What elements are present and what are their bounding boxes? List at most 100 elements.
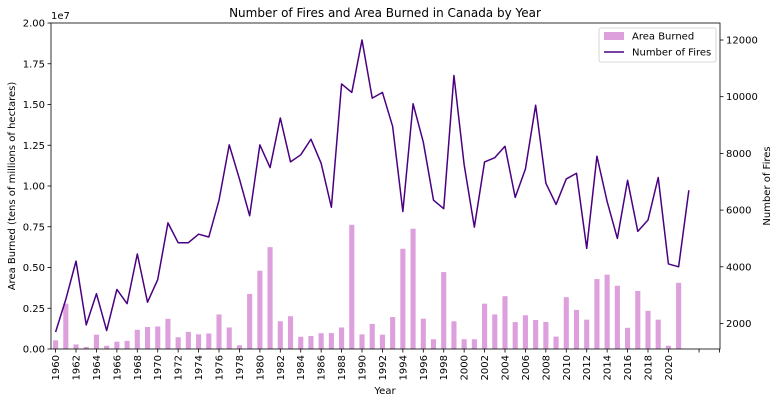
right-tick-label: 6000 xyxy=(726,206,751,217)
area-bar xyxy=(349,224,355,349)
area-bar xyxy=(144,327,151,349)
area-bar xyxy=(318,333,324,349)
area-bar xyxy=(226,327,232,349)
x-tick-label: 2012 xyxy=(582,355,593,380)
area-bar xyxy=(277,321,283,349)
left-tick-label: 1.00 xyxy=(23,182,45,193)
left-tick-label: 2.00 xyxy=(23,19,45,30)
left-tick-label: 0.50 xyxy=(23,263,45,274)
legend-box xyxy=(598,27,717,63)
area-bar xyxy=(236,345,242,349)
area-bar xyxy=(543,321,549,349)
x-tick-label: 1972 xyxy=(174,355,185,380)
area-bar xyxy=(175,337,181,349)
area-bar xyxy=(573,309,580,349)
area-bar xyxy=(430,339,437,349)
right-axis-ticks: 2000 4000 6000 8000 10000 12000 xyxy=(720,36,758,330)
legend-entry-label: Number of Fires xyxy=(632,48,711,59)
area-bar xyxy=(614,285,620,349)
area-bar xyxy=(492,314,498,349)
area-bar xyxy=(155,326,161,349)
fires-series-line xyxy=(54,39,690,333)
right-tick-label: 2000 xyxy=(726,319,751,330)
area-bar xyxy=(553,336,559,349)
left-tick-label: 1.50 xyxy=(23,100,45,111)
x-tick-label: 1962 xyxy=(72,355,83,380)
area-bar xyxy=(206,333,212,349)
area-bar xyxy=(400,248,406,349)
left-tick-label: 1.75 xyxy=(23,59,45,70)
x-tick-label: 1966 xyxy=(112,355,123,380)
area-bar xyxy=(93,334,100,349)
right-tick-label: 4000 xyxy=(726,262,751,273)
area-bar xyxy=(390,317,396,349)
x-axis-label: Year xyxy=(373,386,396,397)
area-bar xyxy=(185,331,191,349)
area-bar xyxy=(257,270,263,349)
x-tick-label: 1996 xyxy=(419,355,430,380)
left-axis-multiplier: 1e7 xyxy=(51,11,70,22)
area-bar xyxy=(216,314,222,349)
x-tick-label: 2018 xyxy=(643,355,654,380)
x-tick-label: 2016 xyxy=(623,355,634,380)
area-bar xyxy=(655,319,661,349)
chart-title: Number of Fires and Area Burned in Canad… xyxy=(229,6,541,20)
area-bar xyxy=(73,344,79,349)
area-bar xyxy=(196,334,202,349)
area-bar xyxy=(379,334,385,349)
area-bar xyxy=(63,303,69,349)
x-tick-label: 1964 xyxy=(92,355,103,380)
area-bar xyxy=(247,293,253,349)
x-tick-label: 1968 xyxy=(133,355,144,380)
x-tick-label: 2020 xyxy=(664,355,675,380)
legend: Area Burned Number of Fires xyxy=(598,27,717,63)
area-bar xyxy=(645,310,651,349)
area-bar xyxy=(339,327,345,349)
left-tick-label: 1.25 xyxy=(23,141,45,152)
area-bar xyxy=(267,247,273,350)
x-axis-ticks: 1960 1962 1964 1966 1968 1970 1972 1974 1976 1978… xyxy=(51,349,720,380)
area-bar xyxy=(461,339,467,349)
x-tick-label: 1974 xyxy=(194,355,205,380)
area-bar xyxy=(298,336,304,349)
left-tick-label: 0.75 xyxy=(23,222,45,233)
area-bar xyxy=(124,340,130,349)
area-bar xyxy=(451,321,457,349)
x-tick-label: 1984 xyxy=(296,355,307,380)
left-tick-label: 0.00 xyxy=(23,345,45,356)
area-bar xyxy=(533,319,539,349)
area-bar xyxy=(441,272,447,349)
x-tick-label: 1960 xyxy=(51,355,62,380)
area-bar xyxy=(512,322,518,349)
legend-swatch-bar xyxy=(604,32,624,40)
area-bar xyxy=(676,282,682,349)
area-bar xyxy=(328,333,334,349)
x-tick-label: 1976 xyxy=(215,355,226,380)
area-bar xyxy=(114,341,120,349)
x-tick-label: 1994 xyxy=(398,355,409,380)
area-bar xyxy=(308,335,314,349)
area-bar xyxy=(165,318,171,349)
area-bar xyxy=(369,323,375,349)
area-bar xyxy=(482,303,488,349)
x-tick-label: 2004 xyxy=(501,355,512,380)
x-tick-label: 1982 xyxy=(276,355,287,380)
area-bar xyxy=(522,315,528,349)
left-tick-label: 0.25 xyxy=(23,304,45,315)
right-tick-label: 12000 xyxy=(726,36,758,47)
area-bar xyxy=(635,290,641,349)
right-tick-label: 10000 xyxy=(726,92,758,103)
x-tick-label: 1990 xyxy=(358,355,369,380)
area-bar xyxy=(287,316,294,349)
area-bar xyxy=(625,327,631,349)
right-tick-label: 8000 xyxy=(726,149,751,160)
area-bar xyxy=(563,297,569,349)
x-tick-label: 1998 xyxy=(439,355,450,380)
number-of-fires-line xyxy=(54,39,690,333)
area-bar xyxy=(104,345,110,349)
legend-entry-label: Area Burned xyxy=(632,32,694,43)
area-bar xyxy=(420,318,426,349)
area-bar xyxy=(502,296,508,349)
x-tick-label: 2014 xyxy=(603,355,614,380)
x-tick-label: 2002 xyxy=(480,355,491,380)
